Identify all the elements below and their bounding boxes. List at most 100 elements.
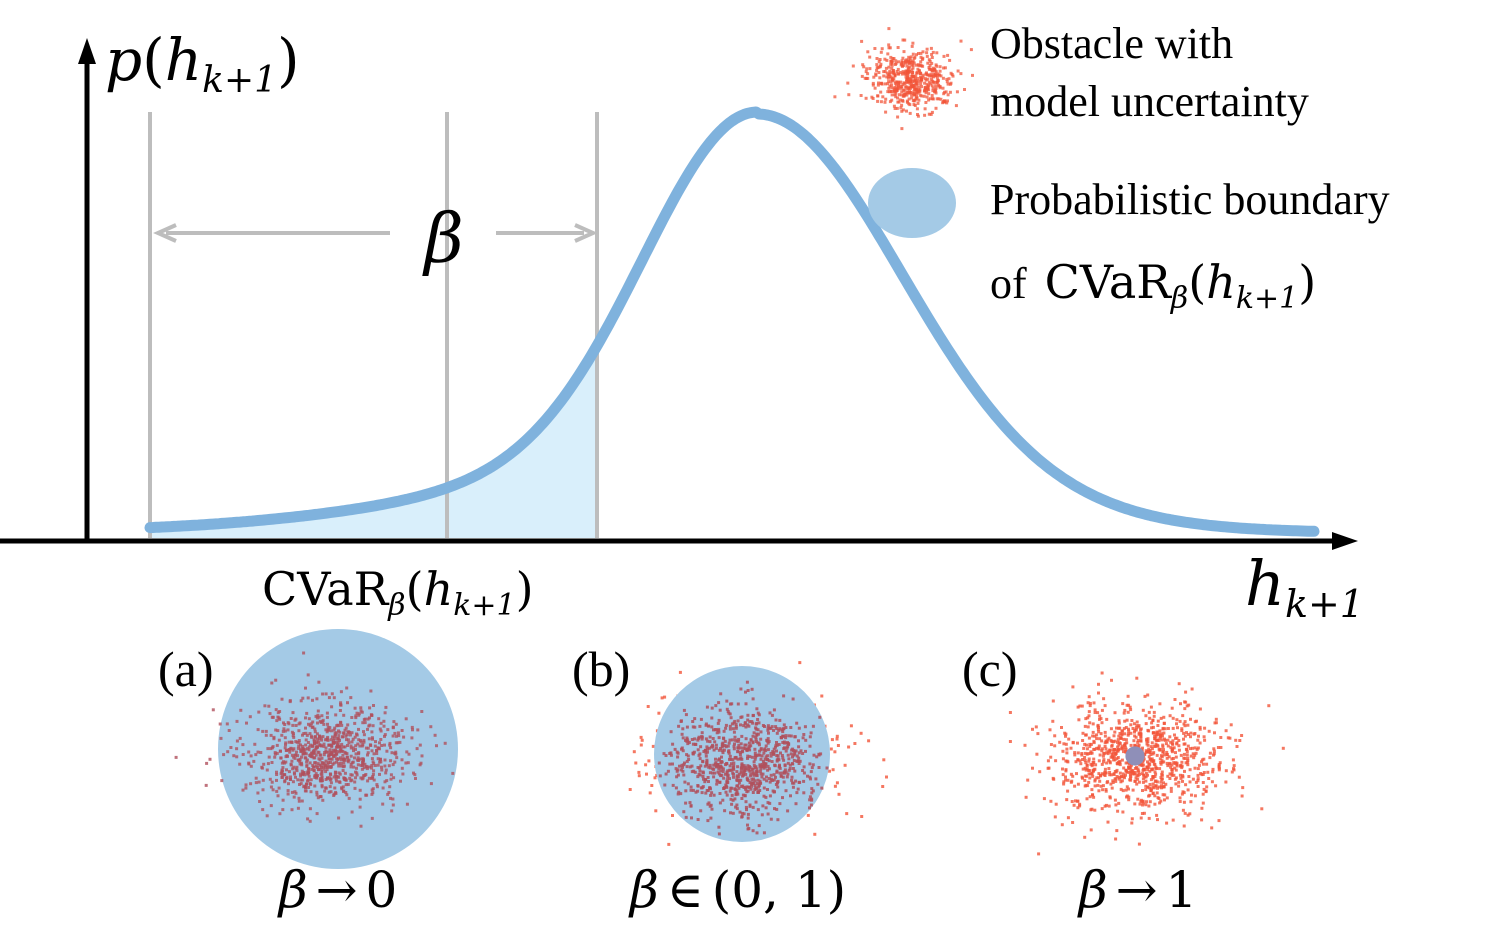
obstacle-sample-point	[271, 715, 275, 719]
obstacle-sample-point	[358, 788, 362, 792]
obstacle-sample-point	[1130, 817, 1134, 821]
obstacle-sample-point	[1121, 810, 1125, 814]
obstacle-sample-point	[435, 744, 438, 748]
obstacle-sample-point	[340, 723, 344, 727]
obstacle-sample-point	[1188, 768, 1192, 772]
obstacle-sample-point	[1083, 756, 1087, 759]
obstacle-sample-point	[767, 767, 771, 771]
obstacle-sample-point	[389, 777, 393, 781]
obstacle-sample-point	[219, 736, 223, 740]
obstacle-sample-point	[664, 772, 668, 776]
obstacle-sample-point	[739, 769, 743, 773]
obstacle-sample-point	[722, 776, 726, 780]
obstacle-sample-point	[1151, 725, 1155, 729]
obstacle-sample-point	[740, 797, 744, 800]
obstacle-sample-point	[892, 104, 896, 108]
obstacle-sample-point	[705, 761, 709, 765]
obstacle-sample-point	[334, 777, 338, 781]
obstacle-sample-point	[914, 88, 918, 91]
obstacle-sample-point	[1081, 758, 1085, 761]
obstacle-sample-point	[319, 764, 323, 768]
obstacle-sample-point	[286, 789, 290, 793]
obstacle-sample-point	[1087, 695, 1091, 699]
obstacle-sample-point	[650, 784, 654, 787]
obstacle-sample-point	[668, 762, 672, 766]
obstacle-sample-point	[1087, 772, 1091, 776]
obstacle-sample-point	[1240, 734, 1244, 737]
obstacle-sample-point	[767, 777, 771, 780]
obstacle-sample-point	[1073, 753, 1077, 757]
obstacle-sample-point	[1133, 767, 1137, 770]
obstacle-sample-point	[362, 740, 366, 744]
obstacle-sample-point	[315, 790, 319, 794]
obstacle-sample-point	[676, 773, 680, 777]
obstacle-sample-point	[1092, 795, 1096, 799]
obstacle-sample-point	[717, 832, 721, 836]
obstacle-sample-point	[381, 786, 385, 790]
obstacle-sample-point	[295, 750, 298, 754]
obstacle-sample-point	[634, 761, 638, 765]
obstacle-sample-point	[729, 702, 732, 706]
obstacle-sample-point	[817, 766, 821, 769]
obstacle-sample-point	[724, 726, 728, 730]
obstacle-sample-point	[1145, 739, 1149, 743]
obstacle-sample-point	[1103, 730, 1107, 734]
obstacle-sample-point	[300, 769, 304, 773]
obstacle-sample-point	[358, 797, 362, 801]
obstacle-sample-point	[1203, 726, 1207, 730]
obstacle-sample-point	[754, 735, 758, 739]
obstacle-sample-point	[297, 796, 301, 800]
obstacle-sample-point	[719, 747, 722, 750]
obstacle-sample-point	[345, 793, 349, 797]
obstacle-sample-point	[766, 764, 770, 768]
obstacle-sample-point	[1153, 770, 1157, 774]
obstacle-sample-point	[353, 780, 357, 784]
obstacle-sample-point	[271, 788, 275, 792]
obstacle-sample-point	[931, 89, 935, 93]
obstacle-sample-point	[337, 724, 341, 728]
obstacle-sample-point	[405, 750, 409, 754]
obstacle-sample-point	[1173, 698, 1177, 701]
obstacle-sample-point	[914, 82, 918, 86]
obstacle-sample-point	[396, 731, 400, 735]
obstacle-sample-point	[740, 785, 744, 788]
obstacle-sample-point	[669, 751, 673, 755]
obstacle-sample-point	[888, 100, 892, 104]
obstacle-sample-point	[1127, 787, 1130, 791]
obstacle-sample-point	[1062, 742, 1066, 746]
obstacle-sample-point	[1154, 738, 1158, 742]
obstacle-sample-point	[282, 721, 285, 725]
obstacle-sample-point	[801, 736, 805, 740]
obstacle-sample-point	[296, 758, 300, 762]
obstacle-sample-point	[1203, 738, 1207, 742]
obstacle-sample-point	[1153, 794, 1157, 798]
obstacle-sample-point	[1101, 754, 1105, 758]
obstacle-sample-point	[335, 749, 339, 753]
obstacle-sample-point	[317, 737, 321, 741]
obstacle-sample-point	[1155, 791, 1159, 795]
obstacle-sample-point	[959, 72, 963, 76]
obstacle-sample-point	[762, 831, 766, 835]
obstacle-sample-point	[928, 59, 932, 63]
obstacle-sample-point	[285, 768, 288, 772]
obstacle-sample-point	[284, 749, 288, 752]
obstacle-sample-point	[732, 730, 736, 734]
obstacle-sample-point	[1096, 783, 1100, 787]
obstacle-sample-point	[755, 707, 759, 711]
obstacle-sample-point	[324, 770, 328, 774]
obstacle-sample-point	[323, 789, 327, 793]
obstacle-sample-point	[354, 776, 357, 780]
obstacle-sample-point	[1124, 747, 1128, 751]
obstacle-sample-point	[924, 72, 928, 76]
obstacle-sample-point	[740, 811, 744, 815]
obstacle-sample-point	[315, 697, 319, 701]
obstacle-sample-point	[225, 722, 229, 726]
obstacle-sample-point	[1091, 774, 1095, 778]
obstacle-sample-point	[310, 754, 314, 758]
obstacle-sample-point	[681, 749, 685, 753]
obstacle-sample-point	[926, 87, 929, 91]
obstacle-sample-point	[923, 89, 927, 92]
obstacle-sample-point	[1097, 691, 1100, 695]
obstacle-sample-point	[730, 786, 734, 790]
obstacle-sample-point	[786, 809, 790, 813]
